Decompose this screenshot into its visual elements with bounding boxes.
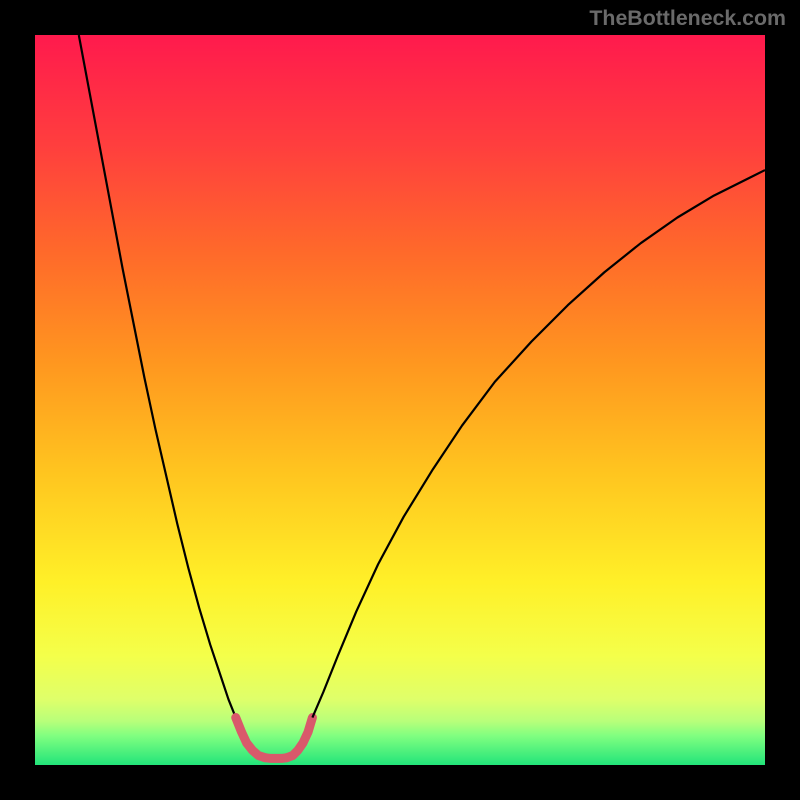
watermark-text: TheBottleneck.com (589, 6, 786, 31)
curve-right-branch (312, 170, 765, 718)
curve-left-branch (79, 35, 236, 718)
curve-trough-to-right (287, 718, 313, 758)
plot-gradient-area (35, 35, 765, 765)
curve-left-to-trough (236, 718, 265, 758)
curve-group (79, 35, 765, 758)
curve-svg (35, 35, 765, 765)
chart-container: TheBottleneck.com (0, 0, 800, 800)
